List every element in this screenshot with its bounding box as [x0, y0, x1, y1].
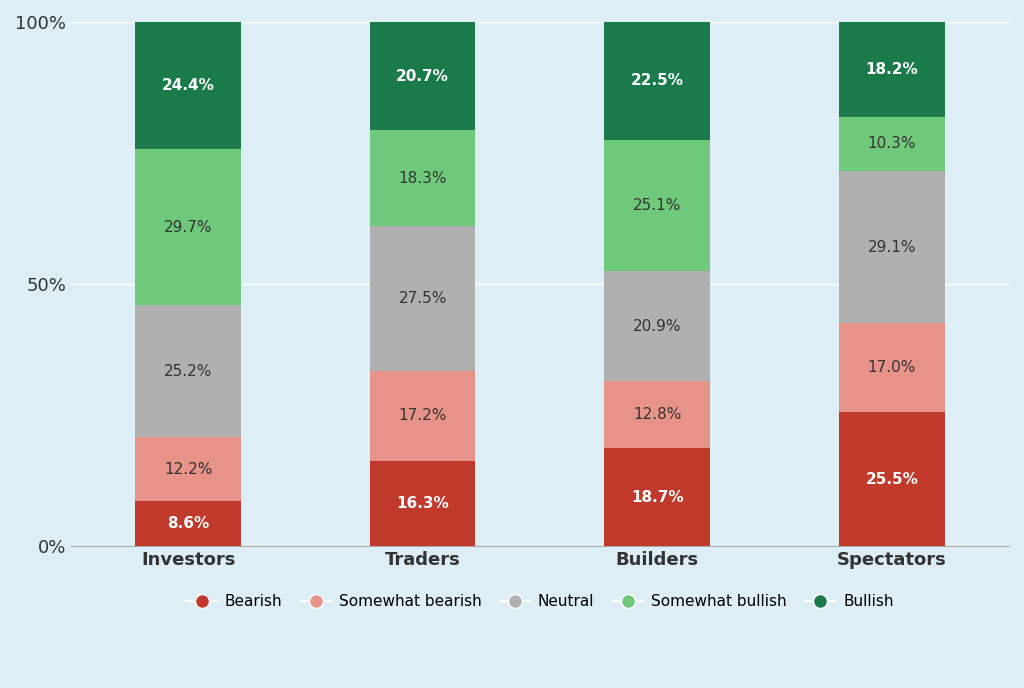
Bar	[135, 21, 241, 149]
Bar	[370, 461, 475, 546]
Text: 27.5%: 27.5%	[398, 291, 446, 306]
Bar	[370, 371, 475, 461]
Text: 22.5%: 22.5%	[631, 74, 684, 89]
Bar	[604, 140, 710, 272]
Bar	[135, 305, 241, 437]
Text: 16.3%: 16.3%	[396, 496, 450, 511]
Text: 18.3%: 18.3%	[398, 171, 446, 186]
Text: 18.2%: 18.2%	[865, 62, 919, 76]
Bar	[370, 22, 475, 131]
Bar	[839, 117, 944, 171]
Bar	[839, 413, 944, 546]
Text: 10.3%: 10.3%	[867, 136, 916, 151]
Bar	[370, 226, 475, 371]
Bar	[839, 171, 944, 323]
Text: 25.5%: 25.5%	[865, 472, 919, 487]
Text: 29.7%: 29.7%	[164, 219, 212, 235]
Text: 25.2%: 25.2%	[164, 363, 212, 378]
Bar	[135, 501, 241, 546]
Text: 25.1%: 25.1%	[633, 198, 681, 213]
Bar	[839, 21, 944, 117]
Legend: Bearish, Somewhat bearish, Neutral, Somewhat bullish, Bullish: Bearish, Somewhat bearish, Neutral, Some…	[178, 587, 901, 617]
Text: 24.4%: 24.4%	[162, 78, 215, 93]
Text: 12.8%: 12.8%	[633, 407, 681, 422]
Bar	[370, 131, 475, 226]
Text: 20.7%: 20.7%	[396, 69, 450, 84]
Bar	[604, 272, 710, 381]
Text: 12.2%: 12.2%	[164, 462, 212, 477]
Bar	[604, 381, 710, 448]
Text: 18.7%: 18.7%	[631, 490, 683, 504]
Bar	[839, 323, 944, 413]
Bar	[604, 448, 710, 546]
Text: 17.0%: 17.0%	[867, 361, 915, 376]
Text: 20.9%: 20.9%	[633, 319, 681, 334]
Text: 29.1%: 29.1%	[867, 239, 916, 255]
Bar	[135, 149, 241, 305]
Text: 17.2%: 17.2%	[398, 408, 446, 423]
Bar	[604, 22, 710, 140]
Text: 8.6%: 8.6%	[167, 516, 209, 531]
Bar	[135, 437, 241, 501]
